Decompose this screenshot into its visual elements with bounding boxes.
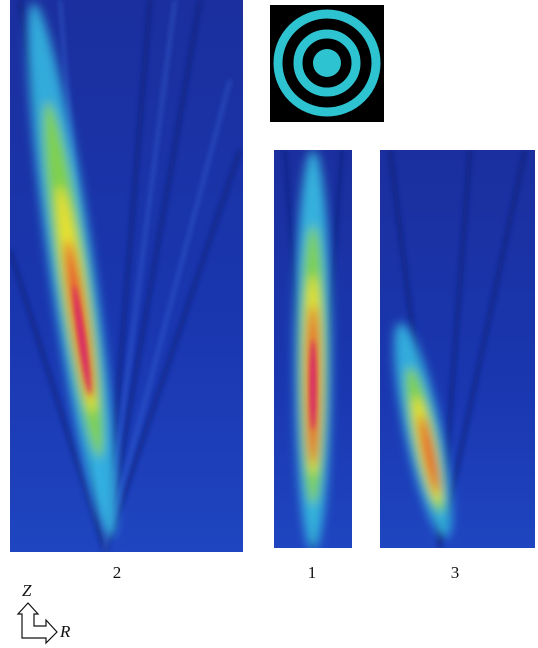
axis-label-z: Z	[22, 581, 32, 600]
panel-label: 1	[308, 563, 317, 582]
panel-label: 2	[113, 563, 122, 582]
axis-icon: Z R	[18, 581, 71, 643]
figure: 2 1 3 Z R	[0, 0, 538, 648]
field-panel-3	[380, 150, 535, 548]
axis-label-r: R	[59, 622, 71, 641]
field-panel-2	[10, 0, 243, 552]
panel-label: 3	[451, 563, 460, 582]
ring-target	[270, 5, 384, 122]
field-panel-1	[274, 150, 352, 550]
